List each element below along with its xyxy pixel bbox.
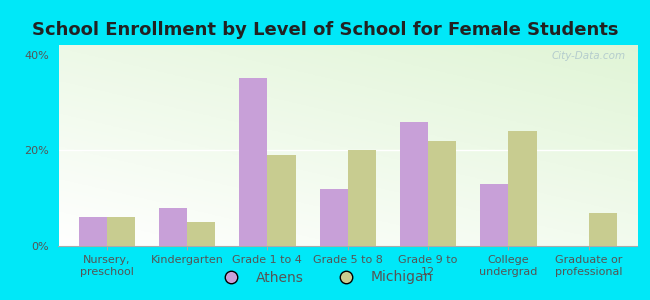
Bar <box>320 189 348 246</box>
Text: City-Data.com: City-Data.com <box>551 51 625 61</box>
Bar <box>400 122 428 246</box>
Bar <box>480 184 508 246</box>
Bar <box>267 155 296 246</box>
Bar <box>589 212 617 246</box>
Bar <box>428 141 456 246</box>
Bar <box>79 217 107 246</box>
Bar <box>348 150 376 246</box>
Bar <box>159 208 187 246</box>
Bar <box>239 79 267 246</box>
Legend: Athens, Michigan: Athens, Michigan <box>211 265 439 290</box>
Bar <box>107 217 135 246</box>
Bar <box>187 222 215 246</box>
Text: School Enrollment by Level of School for Female Students: School Enrollment by Level of School for… <box>32 21 618 39</box>
Bar <box>508 131 536 246</box>
